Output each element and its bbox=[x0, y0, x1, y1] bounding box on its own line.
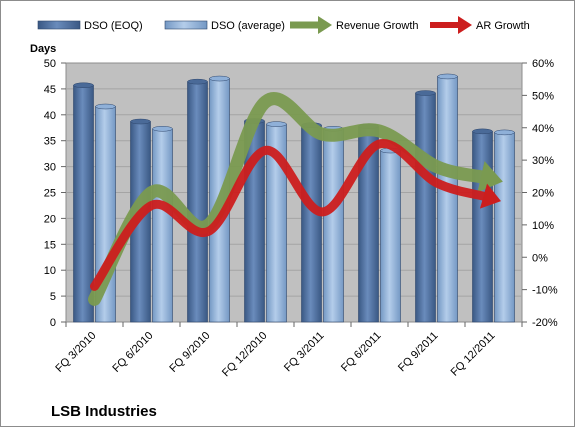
y2-tick-label: 50% bbox=[532, 90, 554, 102]
bar bbox=[380, 150, 401, 323]
x-tick-label: FQ 9/2011 bbox=[396, 330, 441, 375]
bar bbox=[323, 128, 344, 323]
bar-cap bbox=[437, 73, 458, 80]
series-line bbox=[90, 139, 490, 291]
y2-tick-label: -10% bbox=[532, 285, 558, 297]
bar bbox=[301, 124, 322, 323]
bar-cap bbox=[187, 78, 208, 85]
y-tick-label: 5 bbox=[50, 291, 56, 303]
y-axis-title: Days bbox=[30, 43, 56, 55]
x-tick-label: FQ 9/2010 bbox=[167, 330, 212, 375]
bar-cap bbox=[472, 128, 493, 135]
x-tick-label: FQ 6/2011 bbox=[339, 330, 384, 375]
series-arrowhead bbox=[477, 161, 503, 193]
x-tick-label: FQ 6/2010 bbox=[110, 330, 155, 375]
legend-swatch bbox=[164, 20, 208, 30]
bar-cap bbox=[494, 129, 515, 136]
y2-tick-label: 40% bbox=[532, 123, 554, 135]
y-tick-label: 45 bbox=[44, 84, 56, 96]
y-tick-label: 20 bbox=[44, 213, 56, 225]
x-tick-label: FQ 12/2011 bbox=[449, 330, 498, 379]
y-tick-label: 10 bbox=[44, 265, 56, 277]
bar-cap bbox=[152, 126, 173, 132]
y2-tick-label: 60% bbox=[532, 58, 554, 70]
y-tick-label: 25 bbox=[44, 188, 56, 200]
chart-title: LSB Industries bbox=[51, 403, 157, 420]
legend-swatch bbox=[37, 20, 81, 30]
y2-tick-label: 0% bbox=[532, 252, 548, 264]
x-tick-label: FQ 12/2010 bbox=[220, 330, 270, 380]
legend-label: AR Growth bbox=[476, 20, 530, 32]
bar bbox=[472, 131, 493, 323]
y2-tick-label: 30% bbox=[532, 155, 554, 167]
y-tick-label: 15 bbox=[44, 239, 56, 251]
series-arrowhead bbox=[479, 183, 502, 209]
bar-cap bbox=[130, 118, 151, 125]
legend-label: DSO (average) bbox=[211, 20, 285, 32]
bar-cap bbox=[73, 82, 94, 89]
y-tick-label: 0 bbox=[50, 317, 56, 329]
legend-label: DSO (EOQ) bbox=[84, 20, 143, 32]
y-tick-label: 35 bbox=[44, 136, 56, 148]
bar-cap bbox=[266, 121, 287, 127]
bar bbox=[437, 76, 458, 323]
bar-cap bbox=[95, 103, 116, 110]
legend-label: Revenue Growth bbox=[336, 20, 419, 32]
legend-arrowhead bbox=[318, 16, 332, 34]
bar-cap bbox=[209, 75, 230, 82]
x-tick-label: FQ 3/2010 bbox=[53, 330, 98, 375]
y-tick-label: 40 bbox=[44, 110, 56, 122]
x-tick-label: FQ 3/2011 bbox=[282, 330, 327, 375]
bar bbox=[494, 132, 515, 323]
y-tick-label: 50 bbox=[44, 58, 56, 70]
bar bbox=[152, 128, 173, 323]
bar bbox=[187, 81, 208, 323]
y-tick-label: 30 bbox=[44, 162, 56, 174]
series-line bbox=[88, 92, 490, 306]
bar bbox=[415, 92, 436, 323]
legend-arrowhead bbox=[458, 16, 472, 34]
bar-cap bbox=[415, 90, 436, 96]
y2-tick-label: 20% bbox=[532, 188, 554, 200]
y2-tick-label: -20% bbox=[532, 317, 558, 329]
y2-tick-label: 10% bbox=[532, 220, 554, 232]
